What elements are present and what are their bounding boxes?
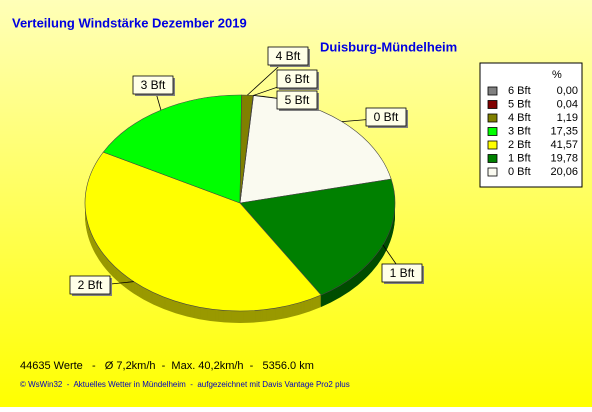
- legend-swatch: [487, 167, 498, 177]
- legend-value: 17,35: [550, 125, 578, 137]
- label-box: [276, 69, 318, 89]
- legend-label: 1 Bft: [508, 152, 531, 164]
- label-box: [276, 90, 318, 110]
- legend-label: 5 Bft: [508, 98, 531, 110]
- credits: © WsWin32 - Aktuelles Wetter in Mündelhe…: [20, 380, 350, 389]
- legend-swatch: [487, 86, 498, 96]
- footer: 44635 Werte - Ø 7,2km/h - Max. 40,2km/h …: [20, 360, 314, 372]
- legend-label: 4 Bft: [508, 112, 531, 124]
- legend-label: 6 Bft: [508, 85, 531, 97]
- legend-label: 2 Bft: [508, 139, 531, 151]
- slice-label: 1 Bft: [390, 266, 415, 280]
- legend-value: 20,06: [550, 166, 578, 178]
- legend-value: 0,00: [557, 85, 578, 97]
- legend-swatch: [487, 140, 498, 150]
- label-box: [381, 263, 423, 283]
- legend-box: [479, 62, 583, 188]
- legend-value: 41,57: [550, 139, 578, 151]
- slice: [102, 94, 242, 204]
- slice-label: 0 Bft: [374, 110, 399, 124]
- chart-title: Verteilung Windstärke Dezember 2019: [12, 15, 247, 30]
- legend-value: 0,04: [557, 98, 578, 110]
- legend-header: %: [552, 69, 562, 81]
- legend-swatch: [487, 113, 498, 123]
- label-box: [267, 46, 309, 66]
- slice: [239, 178, 396, 296]
- legend-swatch: [487, 127, 498, 136]
- slice-label: 4 Bft: [276, 49, 301, 63]
- label-box: [132, 75, 174, 95]
- slice: [84, 151, 322, 312]
- legend-value: 19,78: [550, 152, 578, 164]
- label-box: [365, 107, 407, 127]
- chart-subtitle: Duisburg-Mündelheim: [320, 39, 457, 54]
- slice-label: 3 Bft: [141, 78, 166, 92]
- legend-value: 1,19: [557, 112, 578, 124]
- legend-label: 3 Bft: [508, 125, 531, 137]
- legend-swatch: [487, 154, 498, 163]
- slice-label: 2 Bft: [78, 278, 103, 292]
- pie: [84, 94, 396, 323]
- legend-swatch: [487, 100, 498, 109]
- slice-label: 5 Bft: [285, 93, 310, 107]
- label-box: [69, 275, 111, 295]
- slice-label: 6 Bft: [285, 72, 310, 86]
- legend-label: 0 Bft: [508, 166, 531, 178]
